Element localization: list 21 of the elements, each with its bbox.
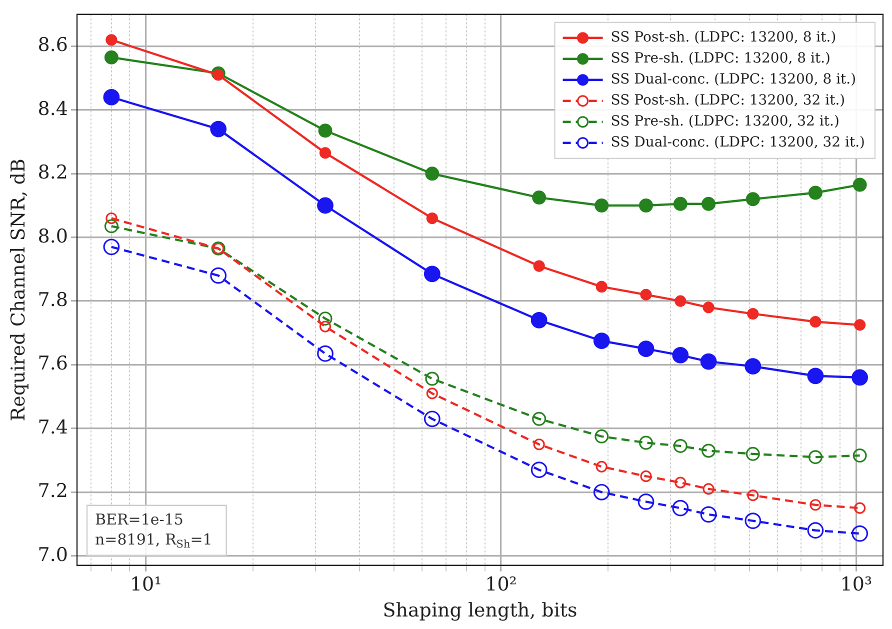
legend-label: SS Pre-sh. (LDPC: 13200, 8 it.) (610, 50, 831, 67)
y-tick-label: 8.0 (38, 225, 68, 248)
x-axis-title: Shaping length, bits (382, 600, 578, 622)
y-tick-label: 7.4 (38, 416, 68, 438)
legend-label: SS Pre-sh. (LDPC: 13200, 32 it.) (610, 114, 840, 130)
annotation: BER=1e-15 (95, 510, 184, 528)
y-axis-title: Required Channel SNR, dB (7, 158, 30, 422)
x-tick-label: 10² (485, 574, 517, 596)
y-tick-label: 7.0 (38, 544, 68, 566)
legend-label: SS Dual-conc. (LDPC: 13200, 32 it.) (610, 134, 866, 151)
y-tick-label: 7.2 (38, 480, 68, 502)
y-tick-label: 7.6 (38, 352, 68, 375)
x-tick-label: 10¹ (130, 574, 162, 596)
legend-label: SS Post-sh. (LDPC: 13200, 8 it.) (610, 30, 836, 46)
legend-label: SS Dual-conc. (LDPC: 13200, 8 it.) (610, 72, 856, 88)
y-tick-label: 8.2 (38, 162, 68, 184)
legend-label: SS Post-sh. (LDPC: 13200, 32 it.) (610, 92, 846, 109)
y-tick-label: 7.8 (38, 288, 68, 311)
y-tick-label: 8.6 (38, 34, 68, 56)
x-tick-label: 10³ (840, 574, 872, 596)
y-tick-label: 8.4 (38, 98, 68, 120)
